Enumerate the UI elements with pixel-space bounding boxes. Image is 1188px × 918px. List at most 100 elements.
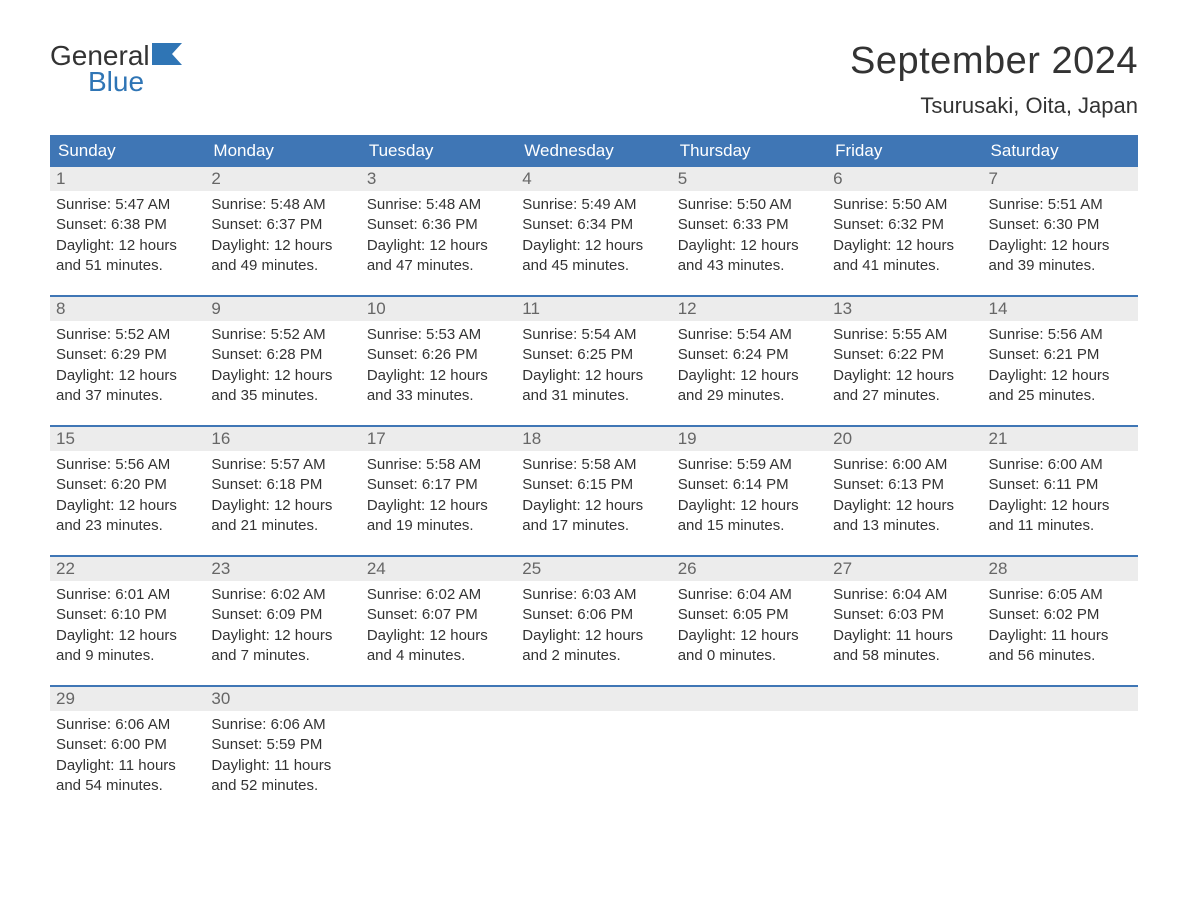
sunset-line: Sunset: 6:05 PM	[678, 605, 821, 625]
calendar-day: 22Sunrise: 6:01 AMSunset: 6:10 PMDayligh…	[50, 557, 205, 685]
calendar-day	[827, 687, 982, 815]
calendar-day: 30Sunrise: 6:06 AMSunset: 5:59 PMDayligh…	[205, 687, 360, 815]
day-body: Sunrise: 6:05 AMSunset: 6:02 PMDaylight:…	[983, 581, 1138, 676]
sunset-line: Sunset: 6:34 PM	[522, 215, 665, 235]
sunset-line: Sunset: 6:02 PM	[989, 605, 1132, 625]
day-number-row: 8	[50, 297, 205, 321]
day-body: Sunrise: 5:51 AMSunset: 6:30 PMDaylight:…	[983, 191, 1138, 286]
day-number: 23	[211, 559, 230, 578]
day-body: Sunrise: 5:54 AMSunset: 6:25 PMDaylight:…	[516, 321, 671, 416]
day-body	[361, 711, 516, 725]
day-number-row: 16	[205, 427, 360, 451]
sunset-line: Sunset: 6:00 PM	[56, 735, 199, 755]
calendar-day: 27Sunrise: 6:04 AMSunset: 6:03 PMDayligh…	[827, 557, 982, 685]
day-number: 13	[833, 299, 852, 318]
daylight-line: Daylight: 12 hours and 33 minutes.	[367, 366, 510, 407]
calendar-day: 12Sunrise: 5:54 AMSunset: 6:24 PMDayligh…	[672, 297, 827, 425]
day-number-row: 21	[983, 427, 1138, 451]
day-body: Sunrise: 5:50 AMSunset: 6:32 PMDaylight:…	[827, 191, 982, 286]
day-number: 2	[211, 169, 220, 188]
calendar-day: 23Sunrise: 6:02 AMSunset: 6:09 PMDayligh…	[205, 557, 360, 685]
day-number-row: 3	[361, 167, 516, 191]
daylight-line: Daylight: 12 hours and 47 minutes.	[367, 236, 510, 277]
sunrise-line: Sunrise: 5:56 AM	[56, 455, 199, 475]
flag-icon	[152, 43, 186, 70]
day-number-row: 25	[516, 557, 671, 581]
calendar-day	[516, 687, 671, 815]
calendar-week: 15Sunrise: 5:56 AMSunset: 6:20 PMDayligh…	[50, 425, 1138, 555]
day-number: 28	[989, 559, 1008, 578]
day-number: 6	[833, 169, 842, 188]
sunset-line: Sunset: 6:18 PM	[211, 475, 354, 495]
calendar-day: 4Sunrise: 5:49 AMSunset: 6:34 PMDaylight…	[516, 167, 671, 295]
sunset-line: Sunset: 6:37 PM	[211, 215, 354, 235]
calendar-day: 25Sunrise: 6:03 AMSunset: 6:06 PMDayligh…	[516, 557, 671, 685]
calendar-day: 26Sunrise: 6:04 AMSunset: 6:05 PMDayligh…	[672, 557, 827, 685]
sunrise-line: Sunrise: 6:04 AM	[833, 585, 976, 605]
day-number: 10	[367, 299, 386, 318]
day-number: 30	[211, 689, 230, 708]
sunrise-line: Sunrise: 5:52 AM	[56, 325, 199, 345]
daylight-line: Daylight: 11 hours and 54 minutes.	[56, 756, 199, 797]
sunrise-line: Sunrise: 5:55 AM	[833, 325, 976, 345]
day-number: 20	[833, 429, 852, 448]
day-number: 16	[211, 429, 230, 448]
sunset-line: Sunset: 6:32 PM	[833, 215, 976, 235]
daylight-line: Daylight: 12 hours and 21 minutes.	[211, 496, 354, 537]
sunset-line: Sunset: 6:11 PM	[989, 475, 1132, 495]
day-number: 18	[522, 429, 541, 448]
sunrise-line: Sunrise: 6:01 AM	[56, 585, 199, 605]
weekday-header: Friday	[827, 135, 982, 167]
day-number-row: 18	[516, 427, 671, 451]
daylight-line: Daylight: 12 hours and 0 minutes.	[678, 626, 821, 667]
sunrise-line: Sunrise: 5:50 AM	[833, 195, 976, 215]
month-title: September 2024	[850, 40, 1138, 83]
sunrise-line: Sunrise: 5:57 AM	[211, 455, 354, 475]
sunset-line: Sunset: 6:33 PM	[678, 215, 821, 235]
weekday-header: Monday	[205, 135, 360, 167]
day-number: 25	[522, 559, 541, 578]
sunrise-line: Sunrise: 5:49 AM	[522, 195, 665, 215]
day-body: Sunrise: 5:48 AMSunset: 6:36 PMDaylight:…	[361, 191, 516, 286]
calendar-day: 21Sunrise: 6:00 AMSunset: 6:11 PMDayligh…	[983, 427, 1138, 555]
daylight-line: Daylight: 12 hours and 17 minutes.	[522, 496, 665, 537]
calendar-week: 29Sunrise: 6:06 AMSunset: 6:00 PMDayligh…	[50, 685, 1138, 815]
weekday-header: Thursday	[672, 135, 827, 167]
calendar-day: 11Sunrise: 5:54 AMSunset: 6:25 PMDayligh…	[516, 297, 671, 425]
logo-word-2: Blue	[88, 66, 144, 98]
day-number: 29	[56, 689, 75, 708]
sunrise-line: Sunrise: 6:05 AM	[989, 585, 1132, 605]
day-number-row: 11	[516, 297, 671, 321]
day-body: Sunrise: 5:52 AMSunset: 6:29 PMDaylight:…	[50, 321, 205, 416]
day-body: Sunrise: 5:56 AMSunset: 6:20 PMDaylight:…	[50, 451, 205, 546]
day-number-row: 17	[361, 427, 516, 451]
sunrise-line: Sunrise: 6:03 AM	[522, 585, 665, 605]
sunrise-line: Sunrise: 5:48 AM	[211, 195, 354, 215]
day-number-row: 5	[672, 167, 827, 191]
sunset-line: Sunset: 6:09 PM	[211, 605, 354, 625]
weekday-header: Tuesday	[361, 135, 516, 167]
sunrise-line: Sunrise: 5:58 AM	[367, 455, 510, 475]
day-number-row: 23	[205, 557, 360, 581]
day-number: 19	[678, 429, 697, 448]
sunrise-line: Sunrise: 5:51 AM	[989, 195, 1132, 215]
day-number-row: 13	[827, 297, 982, 321]
day-number: 17	[367, 429, 386, 448]
sunrise-line: Sunrise: 5:54 AM	[522, 325, 665, 345]
sunset-line: Sunset: 6:25 PM	[522, 345, 665, 365]
daylight-line: Daylight: 12 hours and 11 minutes.	[989, 496, 1132, 537]
sunset-line: Sunset: 6:22 PM	[833, 345, 976, 365]
calendar-week: 1Sunrise: 5:47 AMSunset: 6:38 PMDaylight…	[50, 167, 1138, 295]
sunrise-line: Sunrise: 5:56 AM	[989, 325, 1132, 345]
day-body: Sunrise: 5:49 AMSunset: 6:34 PMDaylight:…	[516, 191, 671, 286]
sunrise-line: Sunrise: 6:06 AM	[211, 715, 354, 735]
day-number-row: 28	[983, 557, 1138, 581]
daylight-line: Daylight: 12 hours and 15 minutes.	[678, 496, 821, 537]
calendar-day: 14Sunrise: 5:56 AMSunset: 6:21 PMDayligh…	[983, 297, 1138, 425]
daylight-line: Daylight: 11 hours and 52 minutes.	[211, 756, 354, 797]
sunset-line: Sunset: 6:17 PM	[367, 475, 510, 495]
daylight-line: Daylight: 12 hours and 37 minutes.	[56, 366, 199, 407]
day-body	[516, 711, 671, 725]
daylight-line: Daylight: 12 hours and 41 minutes.	[833, 236, 976, 277]
sunset-line: Sunset: 6:29 PM	[56, 345, 199, 365]
